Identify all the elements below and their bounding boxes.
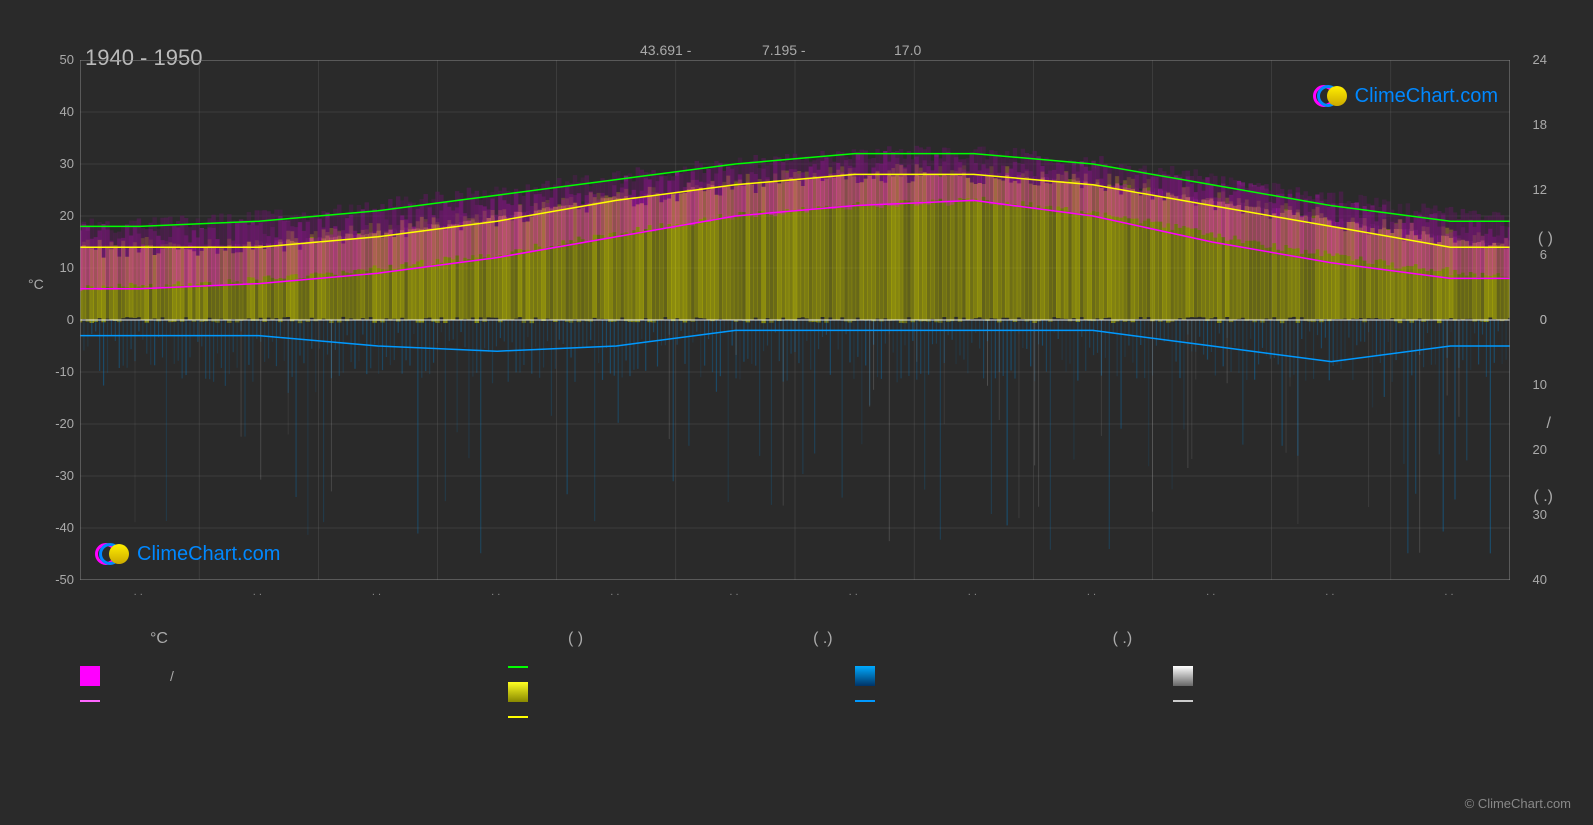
month-tick: . . <box>253 586 262 598</box>
month-tick: . . <box>491 586 500 598</box>
legend-column <box>855 666 1193 718</box>
right-bot-tick: 40 <box>1533 572 1547 587</box>
month-tick: . . <box>968 586 977 598</box>
header-elevation: 17.0 <box>894 42 921 58</box>
legend-item <box>855 700 1193 702</box>
legend-swatch <box>80 700 100 702</box>
legend-item <box>1173 666 1511 686</box>
right-bot-tick: 10 <box>1533 377 1547 392</box>
right-axis-top-label: ( ) <box>1538 230 1553 248</box>
left-tick: 30 <box>48 156 74 171</box>
month-tick: . . <box>849 586 858 598</box>
legend-column <box>1173 666 1511 718</box>
left-tick: 10 <box>48 260 74 275</box>
right-top-tick: 6 <box>1540 247 1547 262</box>
legend: °C ( ) ( .) ( .) / <box>80 630 1510 718</box>
legend-column: / <box>80 666 418 718</box>
legend-header-2: ( ) <box>568 630 583 648</box>
legend-swatch <box>855 700 875 702</box>
watermark-text: ClimeChart.com <box>137 543 280 566</box>
left-tick: 0 <box>48 312 74 327</box>
month-tick: . . <box>1444 586 1453 598</box>
watermark-text: ClimeChart.com <box>1355 85 1498 108</box>
legend-swatch <box>508 682 528 702</box>
left-tick: -40 <box>48 520 74 535</box>
right-top-tick: 24 <box>1533 52 1547 67</box>
left-tick: -30 <box>48 468 74 483</box>
right-bot-tick: 0 <box>1540 312 1547 327</box>
left-tick: -20 <box>48 416 74 431</box>
month-tick: . . <box>1325 586 1334 598</box>
month-tick: . . <box>729 586 738 598</box>
climechart-logo-icon <box>1313 82 1349 110</box>
legend-swatch <box>1173 700 1193 702</box>
legend-item <box>80 700 418 702</box>
month-tick: . . <box>372 586 381 598</box>
left-tick: 50 <box>48 52 74 67</box>
legend-item <box>508 666 846 668</box>
header-latitude: 43.691 - <box>640 42 691 58</box>
legend-header-4: ( .) <box>1113 630 1133 648</box>
legend-swatch <box>855 666 875 686</box>
month-tick: . . <box>1087 586 1096 598</box>
watermark-top: ClimeChart.com <box>1313 82 1498 110</box>
legend-swatch <box>508 716 528 718</box>
right-bot-tick: 20 <box>1533 442 1547 457</box>
month-tick: . . <box>1206 586 1215 598</box>
right-top-tick: 12 <box>1533 182 1547 197</box>
left-tick: -50 <box>48 572 74 587</box>
legend-swatch <box>1173 666 1193 686</box>
legend-item <box>508 682 846 702</box>
copyright: © ClimeChart.com <box>1465 796 1571 811</box>
legend-item <box>508 716 846 718</box>
watermark-bottom: ClimeChart.com <box>95 540 280 568</box>
right-bot-tick: 30 <box>1533 507 1547 522</box>
legend-swatch <box>80 666 100 686</box>
legend-swatch <box>508 666 528 668</box>
legend-column <box>508 666 846 718</box>
header-longitude: 7.195 - <box>762 42 806 58</box>
month-tick: . . <box>134 586 143 598</box>
climate-chart <box>80 60 1510 580</box>
legend-item: / <box>80 666 418 686</box>
legend-item <box>855 666 1193 686</box>
left-tick: 20 <box>48 208 74 223</box>
legend-header-1: °C <box>150 630 168 648</box>
right-axis-slash: / <box>1547 415 1551 433</box>
legend-header-3: ( .) <box>813 630 833 648</box>
legend-label: / <box>170 668 174 684</box>
left-axis-label: °C <box>28 276 44 292</box>
climechart-logo-icon <box>95 540 131 568</box>
left-tick: 40 <box>48 104 74 119</box>
legend-item <box>1173 700 1511 702</box>
right-axis-bot-label: ( .) <box>1533 488 1553 506</box>
left-tick: -10 <box>48 364 74 379</box>
right-top-tick: 18 <box>1533 117 1547 132</box>
month-tick: . . <box>610 586 619 598</box>
